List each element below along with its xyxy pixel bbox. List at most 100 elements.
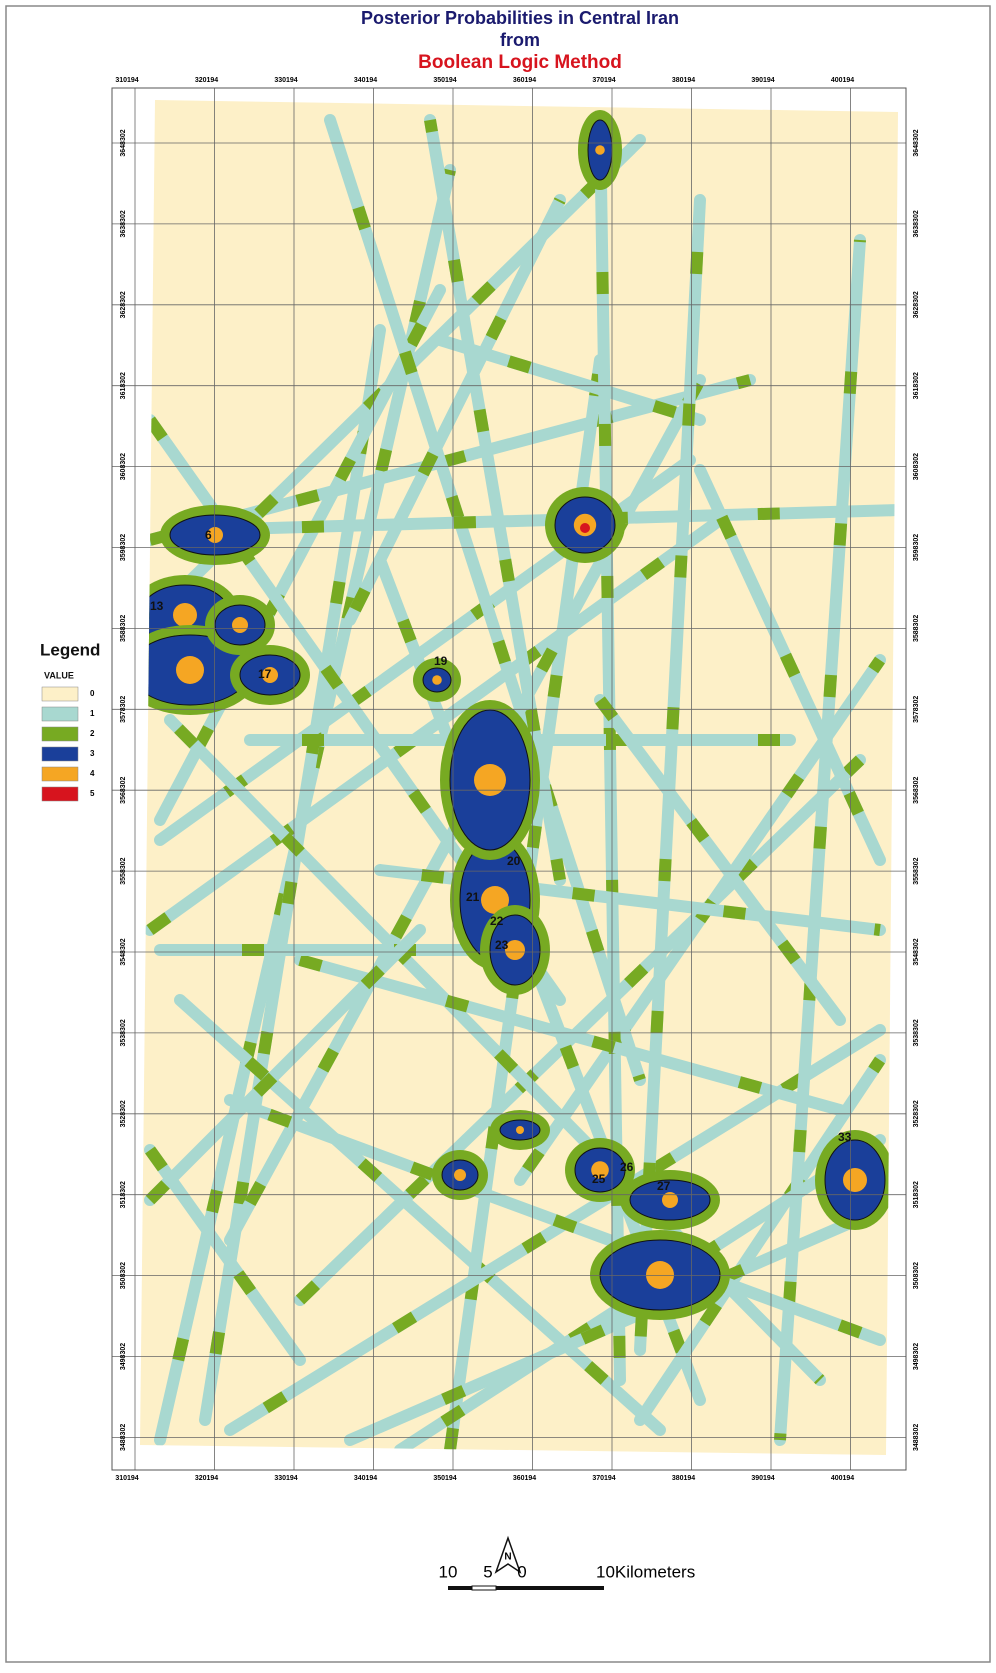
zone-label: 20	[507, 854, 521, 868]
scale-seg	[448, 1586, 472, 1590]
legend-swatch	[42, 707, 78, 721]
zone-core	[843, 1168, 867, 1192]
northing-label: 3588302	[120, 615, 127, 642]
northing-label: 3578302	[913, 696, 920, 723]
northing-label: 3568302	[120, 776, 127, 803]
northing-label: 3568302	[913, 776, 920, 803]
map-sheet: Posterior Probabilities in Central Iran …	[0, 0, 996, 1668]
easting-label: 370194	[592, 77, 615, 84]
northing-label: 3558302	[120, 857, 127, 884]
northing-label: 3508302	[913, 1262, 920, 1289]
north-label: N	[504, 1552, 511, 1563]
northing-label: 3648302	[913, 129, 920, 156]
zone-core	[646, 1261, 674, 1289]
northing-label: 3558302	[913, 857, 920, 884]
scale-seg	[496, 1586, 520, 1590]
scale-bar: 10 5 0 10Kilometers	[439, 1562, 696, 1590]
northing-label: 3628302	[120, 291, 127, 318]
zone-core	[454, 1169, 466, 1181]
northing-label: 3608302	[913, 453, 920, 480]
easting-label: 340194	[354, 77, 377, 84]
northing-label: 3628302	[913, 291, 920, 318]
legend-label: 5	[90, 789, 95, 798]
scale-label: 10	[439, 1562, 458, 1581]
legend-swatch	[42, 787, 78, 801]
easting-label: 400194	[831, 1475, 854, 1482]
easting-label: 390194	[751, 77, 774, 84]
zone-label: 22	[490, 914, 504, 928]
northing-label: 3528302	[913, 1100, 920, 1127]
legend-swatch	[42, 687, 78, 701]
easting-label: 350194	[433, 77, 456, 84]
northing-label: 3618302	[913, 372, 920, 399]
easting-label: 330194	[274, 1475, 297, 1482]
easting-label: 320194	[195, 77, 218, 84]
northing-label: 3638302	[120, 210, 127, 237]
easting-label: 370194	[592, 1475, 615, 1482]
subtitle: from	[500, 30, 540, 50]
easting-label: 310194	[115, 77, 138, 84]
zone-label: 33	[838, 1130, 852, 1144]
northing-label: 3578302	[120, 696, 127, 723]
zone-core	[595, 145, 605, 155]
zone-label: 13	[150, 599, 164, 613]
northing-label: 3618302	[120, 372, 127, 399]
zone-core	[516, 1126, 524, 1134]
zone-peak	[580, 523, 590, 533]
northing-label: 3498302	[120, 1343, 127, 1370]
northing-label: 3608302	[120, 453, 127, 480]
northing-label: 3488302	[913, 1424, 920, 1451]
zone-label: 25	[592, 1172, 606, 1186]
zone-label: 21	[466, 890, 480, 904]
scale-label: 5	[483, 1562, 492, 1581]
northing-label: 3598302	[913, 534, 920, 561]
easting-label: 380194	[672, 1475, 695, 1482]
title: Posterior Probabilities in Central Iran	[361, 8, 679, 28]
northing-label: 3518302	[120, 1181, 127, 1208]
zone-core	[432, 675, 442, 685]
legend-label: 2	[90, 729, 95, 738]
northing-label: 3508302	[120, 1262, 127, 1289]
zone-label: 19	[434, 654, 448, 668]
legend-swatch	[42, 727, 78, 741]
legend-label: 1	[90, 709, 95, 718]
zone-label: 23	[495, 938, 509, 952]
northing-label: 3538302	[913, 1019, 920, 1046]
zone-core	[173, 603, 197, 627]
northing-label: 3488302	[120, 1424, 127, 1451]
zone-label: 27	[657, 1179, 671, 1193]
scale-label: 10Kilometers	[596, 1562, 695, 1581]
page: Posterior Probabilities in Central Iran …	[0, 0, 996, 1668]
easting-label: 350194	[433, 1475, 456, 1482]
scale-seg	[472, 1586, 496, 1590]
legend: 012345	[42, 687, 95, 801]
zone-core	[474, 764, 506, 796]
northing-label: 3548302	[913, 938, 920, 965]
northing-label: 3548302	[120, 938, 127, 965]
northing-label: 3528302	[120, 1100, 127, 1127]
legend-field: VALUE	[44, 670, 74, 680]
northing-label: 3588302	[913, 615, 920, 642]
easting-label: 320194	[195, 1475, 218, 1482]
northing-label: 3518302	[913, 1181, 920, 1208]
easting-label: 400194	[831, 77, 854, 84]
zone-core	[232, 617, 248, 633]
northing-label: 3498302	[913, 1343, 920, 1370]
easting-label: 390194	[751, 1475, 774, 1482]
easting-label: 340194	[354, 1475, 377, 1482]
easting-label: 360194	[513, 1475, 536, 1482]
legend-label: 0	[90, 689, 95, 698]
method: Boolean Logic Method	[418, 52, 622, 73]
zone-label: 26	[620, 1160, 634, 1174]
legend-label: 3	[90, 749, 95, 758]
zone-label: 17	[258, 667, 272, 681]
zone-core	[176, 656, 204, 684]
easting-label: 310194	[115, 1475, 138, 1482]
northing-label: 3648302	[120, 129, 127, 156]
northing-label: 3598302	[120, 534, 127, 561]
legend-swatch	[42, 747, 78, 761]
scale-seg	[520, 1586, 604, 1590]
northing-label: 3538302	[120, 1019, 127, 1046]
zone-label: 6	[205, 528, 212, 542]
legend-swatch	[42, 767, 78, 781]
